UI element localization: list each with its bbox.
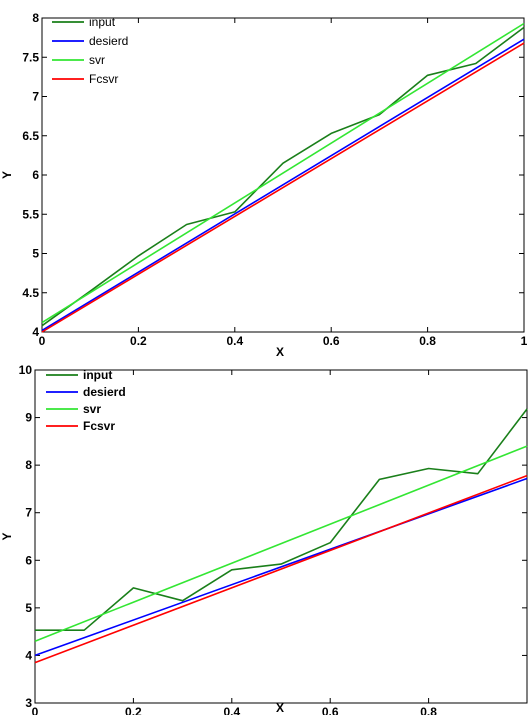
y-tick-label: 6.5 [22, 129, 39, 143]
y-tick-label: 4.5 [22, 286, 39, 300]
x-axis-label: X [276, 701, 284, 715]
x-tick-label: 0.4 [226, 334, 243, 348]
y-tick-label: 9 [25, 411, 32, 425]
y-axis-label: Y [0, 532, 14, 540]
series-line-input [35, 408, 528, 632]
series-line-fcsvr [41, 42, 525, 333]
x-tick-label: 0 [39, 334, 46, 348]
x-tick-label: 0.8 [420, 705, 437, 715]
x-tick-label: 0.6 [323, 334, 340, 348]
y-tick-label: 5 [32, 247, 39, 261]
x-axis-label: X [276, 345, 284, 359]
x-tick-label: 0.8 [419, 334, 436, 348]
series-line-desierd [41, 38, 525, 332]
y-tick-label: 3 [25, 696, 32, 710]
y-tick-label: 5 [25, 601, 32, 615]
x-tick-label: 0.2 [125, 705, 142, 715]
legend-label-svr: svr [83, 402, 101, 416]
y-tick-label: 5.5 [22, 207, 39, 221]
y-tick-label: 7 [25, 506, 32, 520]
y-tick-label: 8 [32, 11, 39, 25]
x-tick-label: 0.2 [130, 334, 147, 348]
legend-label-fcsvr: Fcsvr [89, 72, 118, 86]
plot-area-box [41, 17, 525, 333]
series-line-fcsvr [34, 474, 528, 664]
plot-area-box [34, 369, 528, 704]
series-line-svr [41, 22, 525, 324]
legend-label-desierd: desierd [89, 34, 128, 48]
y-tick-label: 6 [25, 553, 32, 567]
y-tick-label: 7 [32, 90, 39, 104]
x-tick-label: 0 [32, 705, 39, 715]
legend-label-input: input [89, 15, 116, 29]
legend-label-fcsvr: Fcsvr [83, 419, 115, 433]
y-tick-label: 8 [25, 458, 32, 472]
x-tick-label: 0.6 [322, 705, 339, 715]
y-tick-label: 10 [19, 363, 33, 377]
legend-label-input: input [83, 368, 112, 382]
legend: input desierd svr Fcsvr [52, 15, 128, 86]
y-tick-label: 7.5 [22, 50, 39, 64]
y-tick-label: 6 [32, 168, 39, 182]
series-line-svr [34, 445, 528, 642]
legend-label-desierd: desierd [83, 385, 126, 399]
y-tick-label: 4 [32, 325, 39, 339]
y-tick-label: 4 [25, 648, 32, 662]
legend: input desierd svr Fcsvr [46, 368, 126, 433]
legend-label-svr: svr [89, 53, 105, 67]
x-tick-label: 1 [521, 334, 528, 348]
series-line-input [41, 26, 525, 327]
y-axis-label: Y [0, 171, 14, 179]
series-line-desierd [34, 477, 528, 657]
x-tick-label: 0.4 [223, 705, 240, 715]
